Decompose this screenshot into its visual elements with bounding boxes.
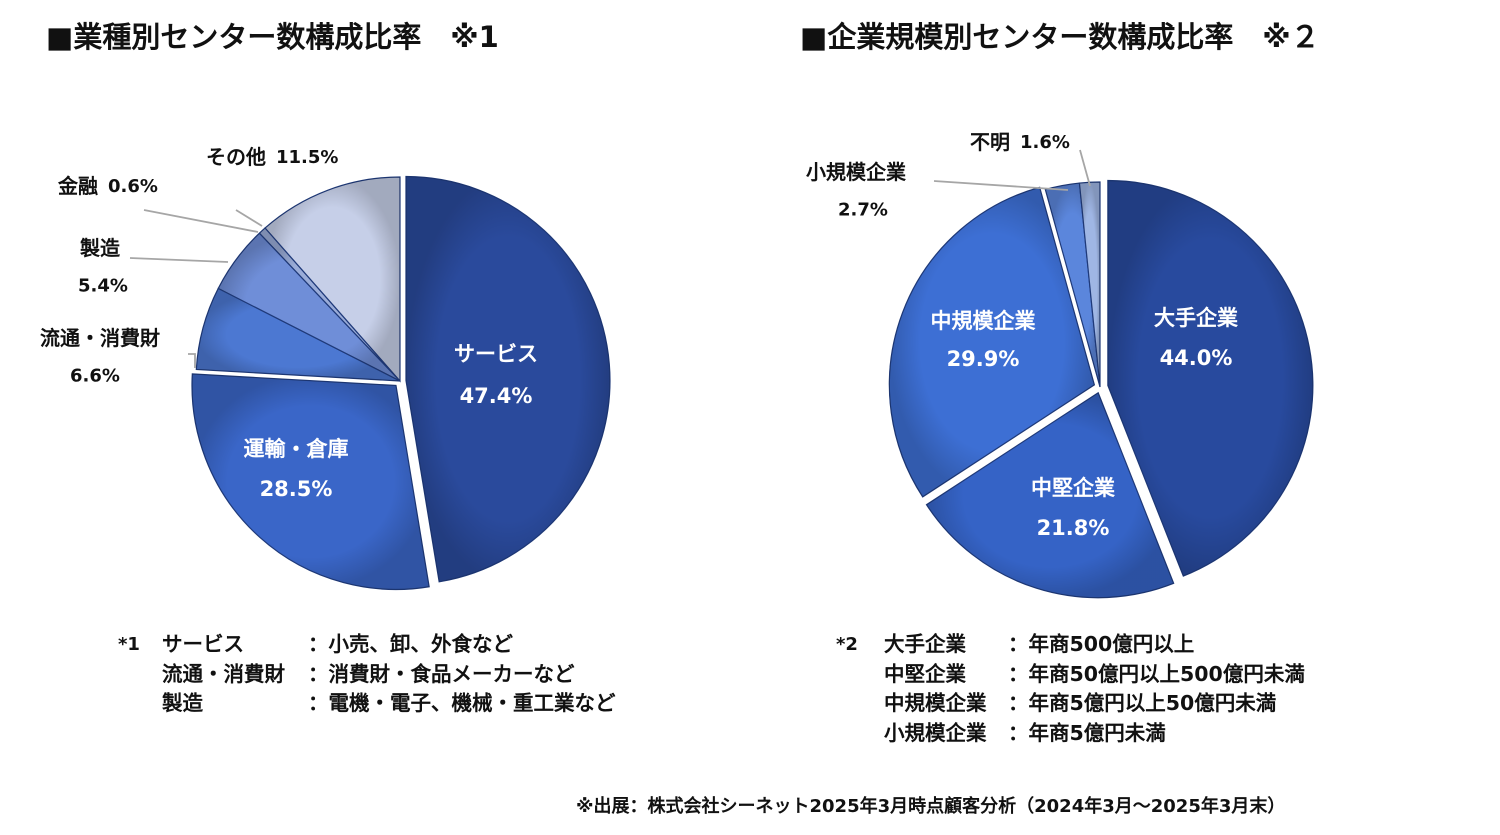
slice-value-label: 47.4% xyxy=(460,384,533,408)
slice-value-label: 28.5% xyxy=(260,477,333,501)
slice-label: 製造 xyxy=(80,236,121,260)
slice-value-label: 6.6% xyxy=(70,366,120,387)
slice-value-label: 5.4% xyxy=(78,276,128,297)
footnote-term: 大手企業 xyxy=(884,632,966,656)
industry-pie-chart: サービス 47.4% 運輸・倉庫 28.5% 流通・消費財 6.6% 製造 5.4% 金融 0.6… xyxy=(40,145,611,591)
footnote-term: 中堅企業 xyxy=(884,661,966,686)
slice-label: その他 11.5% xyxy=(206,145,338,169)
slice-label: 運輸・倉庫 xyxy=(244,437,349,461)
footnote-desc: ：年商50億円以上500億円未満 xyxy=(1008,661,1305,686)
footnote-desc: ：消費財・食品メーカーなど xyxy=(308,661,575,686)
pie-slice-shade xyxy=(889,187,1095,497)
industry-footnote: *1 サービス ：小売、卸、外食など 流通・消費財 ：消費財・食品メーカーなど … xyxy=(118,630,678,719)
footnote-desc: ：年商5億円以上50億円未満 xyxy=(1008,691,1277,715)
footnote-row: 製造 ：電機・電子、機械・重工業など xyxy=(118,689,678,719)
pie-slice-shade xyxy=(196,288,400,381)
footnote-term: 流通・消費財 xyxy=(162,661,285,686)
slice-label: 大手企業 xyxy=(1154,306,1239,330)
pie-slice-shade xyxy=(405,176,610,582)
left-chart-title: ■業種別センター数構成比率 ※1 xyxy=(46,20,499,54)
footnote-row: サービス ：小売、卸、外食など xyxy=(118,630,678,660)
right-chart-title: ■企業規模別センター数構成比率 ※２ xyxy=(800,20,1320,54)
footnote-row: 中規模企業 ：年商5億円以上50億円未満 xyxy=(836,689,1356,719)
footnote-term: 小規模企業 xyxy=(884,720,987,745)
slice-value-label: 2.7% xyxy=(838,200,888,221)
company-size-pie-chart: 大手企業 44.0% 中堅企業 21.8% 中規模企業 29.9% 小規模企業 2.7% 不明 1… xyxy=(806,130,1314,599)
slice-value-label: 44.0% xyxy=(1160,346,1233,370)
pie-slice-shade xyxy=(265,177,400,381)
pie-slice-shade xyxy=(1079,182,1100,387)
slice-label: 小規模企業 xyxy=(806,160,907,184)
slice-value-label: 1.6% xyxy=(1020,132,1070,153)
footnote-mark: *2 xyxy=(836,634,858,655)
slice-value-label: 0.6% xyxy=(108,176,158,197)
slice-label: サービス xyxy=(454,342,538,366)
company-size-footnote: *2 大手企業 ：年商500億円以上 中堅企業 ：年商50億円以上500億円未満… xyxy=(836,630,1356,748)
footnote-desc: ：電機・電子、機械・重工業など xyxy=(308,691,616,715)
leader-line xyxy=(1079,149,1091,187)
slice-value-label: 29.9% xyxy=(947,347,1020,371)
footnote-mark: *1 xyxy=(118,634,140,655)
leader-line xyxy=(235,209,263,227)
footnote-row: 中堅企業 ：年商50億円以上500億円未満 xyxy=(836,660,1356,690)
pie-slice-shade xyxy=(1045,183,1100,387)
pie-slice-shade xyxy=(1107,180,1313,577)
slice-label: 金融 0.6% xyxy=(57,174,158,198)
footnote-row: 小規模企業 ：年商5億円未満 xyxy=(836,719,1356,749)
pie-slice-shade xyxy=(926,392,1174,598)
footnote-desc: ：小売、卸、外食など xyxy=(308,632,513,656)
footnote-desc: ：年商5億円未満 xyxy=(1008,720,1166,745)
pie-slice-shade xyxy=(191,373,430,590)
footnote-row: 大手企業 ：年商500億円以上 xyxy=(836,630,1356,660)
footnote-term: 製造 xyxy=(162,691,203,715)
leader-line xyxy=(143,209,259,233)
slice-label: 中堅企業 xyxy=(1031,476,1116,500)
leader-line xyxy=(188,353,196,368)
slice-label: 不明 1.6% xyxy=(970,130,1070,154)
footnote-row: 流通・消費財 ：消費財・食品メーカーなど xyxy=(118,660,678,690)
leader-line xyxy=(129,257,229,263)
pie-slice-shade xyxy=(218,233,400,381)
slice-label: 中規模企業 xyxy=(931,309,1037,333)
leader-line xyxy=(933,180,1069,191)
footnote-term: サービス xyxy=(162,632,244,656)
slice-value-label: 11.5% xyxy=(276,147,338,168)
pie-slice-shade xyxy=(259,227,400,381)
slice-value-label: 21.8% xyxy=(1037,516,1110,540)
slice-label: 流通・消費財 xyxy=(40,326,160,350)
source-note: ※出展：株式会社シーネット2025年3月時点顧客分析（2024年3月～2025年… xyxy=(576,796,1286,817)
footnote-desc: ：年商500億円以上 xyxy=(1008,632,1195,656)
footnote-term: 中規模企業 xyxy=(884,691,987,715)
